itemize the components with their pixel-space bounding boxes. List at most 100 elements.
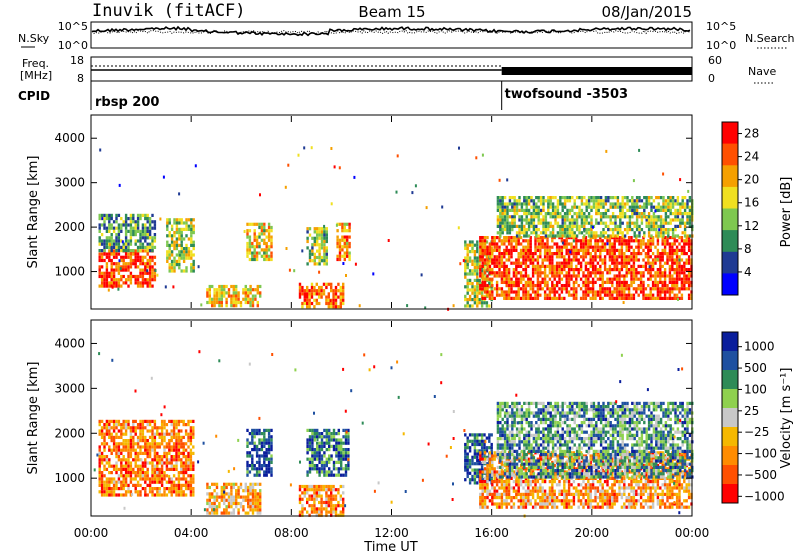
velocity-cell <box>332 435 336 439</box>
power-cell <box>323 224 326 228</box>
velocity-cell <box>163 493 166 497</box>
power-cell <box>559 202 562 206</box>
power-cell <box>493 261 496 265</box>
power-cell <box>642 290 645 294</box>
power-cell <box>491 268 494 272</box>
power-cell <box>249 288 252 292</box>
velocity-cell <box>146 474 149 478</box>
power-cell <box>675 277 679 281</box>
velocity-cell <box>115 455 118 459</box>
velocity-cell <box>100 442 104 446</box>
power-cell <box>510 245 513 249</box>
power-cell <box>591 261 595 265</box>
power-cell <box>536 293 540 297</box>
power-cell <box>619 202 622 206</box>
power-cell <box>242 297 245 301</box>
velocity-cell <box>251 460 254 464</box>
velocity-cell <box>122 480 125 484</box>
power-cell <box>247 291 250 295</box>
power-cell <box>108 220 111 224</box>
velocity-cell <box>184 471 188 475</box>
velocity-cell <box>483 460 487 464</box>
power-cell <box>108 236 111 240</box>
power-cell <box>517 255 520 259</box>
velocity-cell <box>251 492 255 496</box>
velocity-cell <box>148 435 152 439</box>
velocity-cell <box>270 473 273 477</box>
power-cell <box>333 165 336 169</box>
power-cell <box>337 282 340 286</box>
power-cell <box>659 293 662 297</box>
velocity-cell <box>235 495 238 499</box>
velocity-cell <box>342 448 345 452</box>
power-cell <box>544 215 548 219</box>
power-cell <box>310 301 314 306</box>
velocity-cell <box>270 454 273 458</box>
velocity-cell <box>175 419 178 423</box>
velocity-cell <box>170 490 173 494</box>
power-cell <box>536 239 540 243</box>
power-cell <box>687 296 691 300</box>
velocity-cell <box>476 436 479 440</box>
power-cell <box>599 234 603 238</box>
power-cell <box>479 239 482 243</box>
velocity-cell <box>124 461 128 465</box>
velocity-cell <box>332 507 335 511</box>
velocity-cell <box>495 480 499 484</box>
power-cell <box>615 248 619 252</box>
power-cell <box>575 228 579 232</box>
power-cell <box>551 255 554 259</box>
velocity-cell <box>175 426 178 430</box>
velocity-cell <box>180 439 183 443</box>
velocity-cell <box>211 501 214 506</box>
power-cell <box>599 245 602 249</box>
power-cell <box>647 293 650 297</box>
velocity-cell <box>230 511 233 515</box>
velocity-cell <box>187 458 190 462</box>
velocity-cell <box>158 474 161 478</box>
power-cell <box>558 293 561 297</box>
power-cell <box>544 231 548 235</box>
velocity-cell <box>251 482 255 486</box>
power-cell <box>178 256 181 260</box>
power-cell <box>478 282 481 286</box>
velocity-cell <box>483 451 487 455</box>
power-cell <box>655 205 658 209</box>
power-cell <box>322 289 326 293</box>
power-cell <box>578 212 581 216</box>
velocity-cell <box>500 486 504 490</box>
power-cell <box>609 205 612 209</box>
power-cell <box>579 277 583 281</box>
power-cell <box>98 252 101 256</box>
power-cell <box>476 278 479 282</box>
velocity-cell <box>486 486 489 490</box>
velocity-cell <box>100 493 104 497</box>
power-cell <box>481 287 484 291</box>
velocity-cell <box>337 473 340 477</box>
power-cell <box>190 256 193 260</box>
power-cell <box>146 220 149 224</box>
power-cell <box>185 243 188 247</box>
velocity-cell <box>471 458 474 463</box>
velocity-cell <box>120 474 123 478</box>
power-cell <box>105 245 109 249</box>
power-cell <box>657 218 660 222</box>
power-cell <box>263 241 266 246</box>
power-cell <box>98 265 101 269</box>
power-cell <box>313 259 316 263</box>
power-cell <box>645 224 648 228</box>
power-cell <box>661 252 664 256</box>
velocity-cell <box>206 501 209 506</box>
power-cell <box>339 292 342 296</box>
velocity-cell <box>308 504 311 508</box>
power-cell <box>534 236 537 240</box>
power-cell <box>619 205 622 209</box>
power-cell <box>346 229 349 233</box>
velocity-cell <box>187 455 190 459</box>
velocity-cell <box>153 480 157 484</box>
velocity-cell <box>328 460 331 464</box>
power-cell <box>515 248 518 252</box>
velocity-cell <box>105 419 109 423</box>
power-cell <box>148 258 152 263</box>
power-cell <box>573 221 576 225</box>
